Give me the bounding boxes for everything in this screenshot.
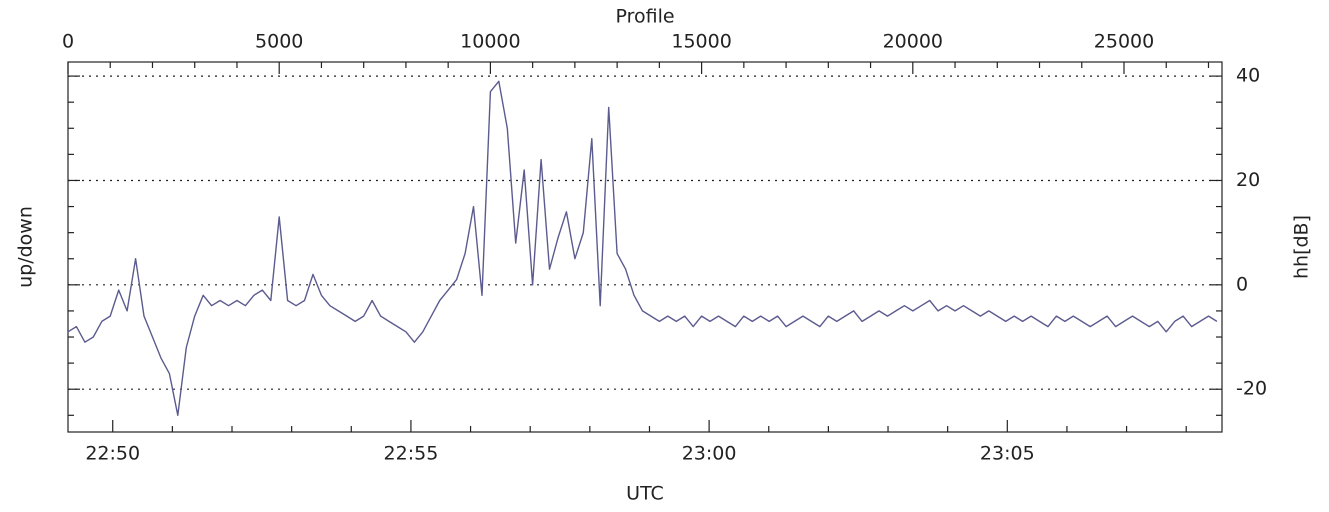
x-tick-label: 23:00 <box>682 443 737 465</box>
y2-tick-label: 0 <box>1236 273 1248 295</box>
y2-tick-label: -20 <box>1236 378 1267 400</box>
y-axis-label: up/down <box>15 206 37 288</box>
top-tick-label: 25000 <box>1094 31 1154 53</box>
y2-axis-label: hh[dB] <box>1291 215 1313 279</box>
data-line <box>67 80 1218 416</box>
y2-tick-label: 20 <box>1236 169 1260 191</box>
top-tick-label: 20000 <box>883 31 943 53</box>
plot-frame <box>67 61 1223 433</box>
y2-tick-label: 40 <box>1236 65 1260 87</box>
x-tick-label: 23:05 <box>980 443 1035 465</box>
x-tick-label: 22:50 <box>85 443 140 465</box>
top-tick-label: 10000 <box>460 31 520 53</box>
top-tick-label: 0 <box>62 31 74 53</box>
top-tick-label: 5000 <box>255 31 303 53</box>
top-tick-label: 15000 <box>671 31 731 53</box>
x-tick-label: 22:55 <box>384 443 439 465</box>
x-axis-label: UTC <box>626 483 664 505</box>
top-axis-label: Profile <box>615 6 674 28</box>
